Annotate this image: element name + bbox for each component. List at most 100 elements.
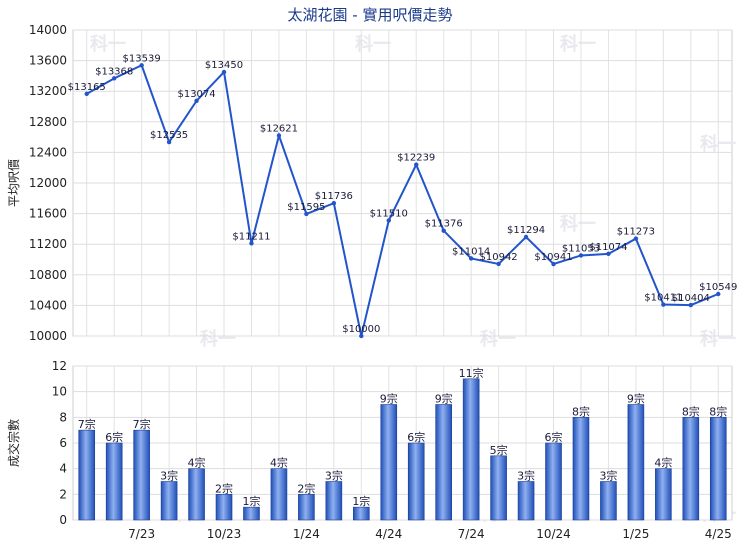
price-point-label: $11273 [617, 227, 655, 238]
x-tick-label: 10/24 [536, 527, 571, 541]
x-tick-label: 7/23 [128, 527, 155, 541]
price-point [166, 139, 172, 145]
price-point-label: $11074 [589, 242, 627, 253]
price-point [578, 253, 584, 258]
count-bar [215, 494, 233, 521]
price-series-line [86, 63, 719, 337]
line-y-tick-label: 13600 [29, 54, 67, 68]
count-bar-label: 9宗 [435, 392, 453, 406]
price-point-label: $11736 [315, 191, 353, 202]
price-point [111, 76, 117, 81]
count-bar [545, 442, 562, 521]
count-bar-label: 4宗 [654, 456, 672, 470]
price-point [386, 218, 391, 223]
price-point-label: $12239 [397, 153, 435, 164]
line-y-tick-label: 11600 [29, 207, 67, 221]
watermark: 科一 [200, 328, 236, 350]
price-point [304, 211, 309, 217]
line-y-tick-label: 13200 [29, 84, 67, 98]
count-bar [435, 404, 452, 521]
count-bar-label: 1宗 [352, 494, 370, 508]
bar-y-tick-label: 6 [59, 436, 67, 450]
count-bar [243, 506, 260, 521]
price-point [221, 69, 227, 75]
count-bar-label: 6宗 [545, 430, 563, 444]
price-point [84, 91, 89, 97]
price-point [688, 302, 694, 308]
count-bar-label: 9宗 [380, 392, 398, 406]
count-bar [188, 468, 205, 521]
count-bar-label: 5宗 [490, 443, 508, 457]
count-bar [490, 455, 507, 521]
x-tick-label: 4/24 [375, 527, 402, 541]
count-bar-label: 3宗 [160, 469, 178, 483]
price-point [414, 162, 419, 167]
count-bar [627, 404, 645, 521]
price-point-label: $13165 [68, 82, 106, 93]
x-tick-label: 1/25 [622, 527, 649, 541]
price-point-label: $13368 [95, 66, 133, 77]
bar-y-tick-label: 8 [59, 410, 67, 424]
price-point [551, 261, 556, 267]
watermark: 科一 [355, 33, 391, 55]
price-point-label: $11595 [287, 202, 325, 213]
count-bar-label: 8宗 [682, 404, 700, 418]
price-point [716, 291, 721, 297]
count-bar-label: 3宗 [599, 469, 617, 483]
price-point-label: $10411 [644, 293, 682, 304]
watermark: 科一 [480, 328, 516, 350]
count-bar [270, 468, 288, 521]
watermark: 科一 [560, 33, 596, 55]
price-point [276, 133, 282, 138]
count-bar-label: 1宗 [242, 494, 260, 508]
watermark: 科一 [700, 328, 736, 350]
chart-title: 太湖花園 - 實用呎價走勢 [287, 6, 453, 24]
price-point-label: $13074 [177, 89, 215, 100]
line-y-axis-label: 平均呎價 [7, 159, 21, 207]
line-y-tick-label: 12400 [29, 145, 67, 159]
count-bar-label: 8宗 [572, 404, 590, 418]
price-point-label: $13539 [123, 53, 161, 64]
price-point-label: $11294 [507, 225, 545, 236]
bar-y-tick-label: 2 [59, 487, 67, 501]
price-point-label: $11014 [452, 246, 490, 257]
count-bar-label: 9宗 [627, 392, 645, 406]
count-bar [160, 481, 178, 521]
price-point [194, 98, 199, 104]
bar-y-tick-label: 0 [59, 513, 67, 527]
price-point [331, 200, 337, 206]
x-tick-label: 7/24 [458, 527, 485, 541]
price-point-label: $10000 [342, 324, 380, 335]
x-tick-label: 1/24 [293, 527, 320, 541]
x-tick-label: 4/25 [705, 527, 732, 541]
price-point-label: $10404 [672, 293, 710, 304]
count-bar [572, 417, 590, 521]
count-bar-label: 7宗 [133, 417, 151, 431]
line-y-tick-label: 10400 [29, 298, 67, 312]
price-point-label: $10941 [534, 252, 572, 263]
price-point-label: $10942 [480, 252, 518, 263]
price-point-label: $12621 [260, 123, 298, 134]
count-bar-label: 11宗 [459, 366, 484, 380]
count-bar [655, 468, 672, 521]
count-bar [353, 506, 370, 521]
count-bar-label: 2宗 [215, 481, 233, 495]
line-y-tick-label: 14000 [29, 23, 67, 37]
price-point [496, 261, 501, 267]
price-point [441, 228, 446, 233]
count-bar [133, 429, 150, 521]
x-tick-label: 10/23 [207, 527, 242, 541]
bar-y-tick-label: 4 [59, 462, 67, 476]
count-bar [709, 417, 727, 521]
price-point-label: $11211 [232, 231, 270, 242]
count-bar-label: 3宗 [325, 469, 343, 483]
bar-y-tick-label: 12 [52, 359, 67, 373]
count-bar-label: 3宗 [517, 469, 535, 483]
line-y-tick-label: 10800 [29, 268, 67, 282]
bar-y-axis-label: 成交宗數 [6, 419, 21, 467]
watermark: 科一 [560, 213, 596, 235]
count-bar [325, 481, 343, 521]
price-point [633, 236, 639, 241]
count-bar [78, 429, 96, 521]
